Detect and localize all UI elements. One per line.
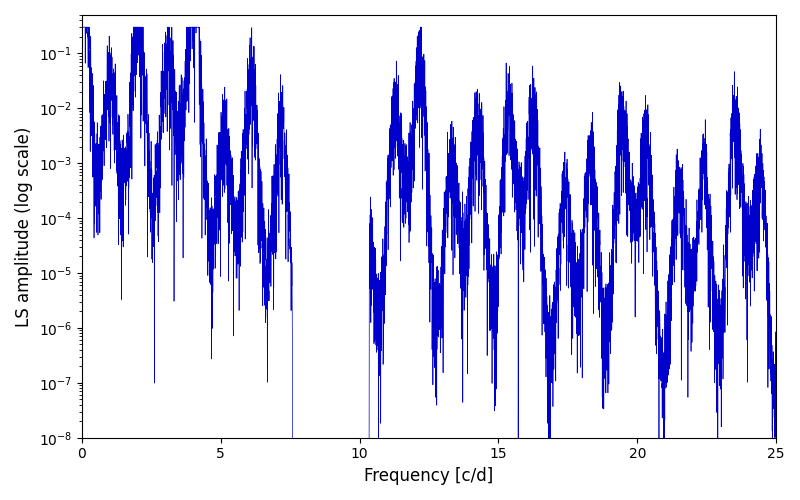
- X-axis label: Frequency [c/d]: Frequency [c/d]: [364, 467, 494, 485]
- Y-axis label: LS amplitude (log scale): LS amplitude (log scale): [15, 126, 33, 326]
